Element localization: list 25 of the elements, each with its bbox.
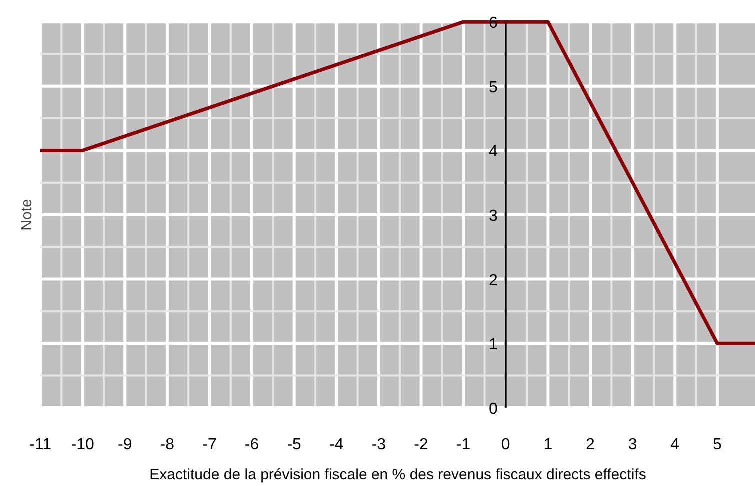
- x-tick-label: -3: [372, 436, 386, 454]
- y-axis-title: Note: [18, 199, 36, 231]
- y-tick-label: 2: [488, 272, 498, 290]
- x-tick-label: -5: [287, 436, 302, 454]
- y-tick-label: 0: [488, 400, 498, 418]
- x-tick-label: -8: [160, 436, 175, 454]
- x-tick-label: 0: [501, 436, 510, 454]
- x-tick-label: -1: [456, 436, 471, 454]
- x-tick-label: 2: [586, 436, 596, 454]
- x-tick-label: -2: [414, 436, 428, 454]
- x-tick-label: 1: [544, 436, 553, 454]
- x-tick-label: 3: [628, 436, 638, 454]
- x-axis-title: Exactitude de la prévision fiscale en % des revenus fiscaux directs effectifs: [150, 466, 646, 484]
- y-tick-label: 5: [488, 79, 498, 96]
- x-tick-label: -11: [30, 436, 52, 454]
- x-tick-label: 4: [670, 436, 680, 454]
- x-tick-label: -10: [71, 436, 94, 454]
- y-tick-label: 4: [488, 144, 498, 161]
- x-tick-label: -4: [330, 436, 344, 454]
- y-tick-label: 3: [488, 208, 498, 225]
- x-tick-label: -6: [244, 436, 260, 454]
- x-tick-label: -9: [118, 436, 132, 454]
- x-tick-label: 5: [712, 436, 722, 454]
- x-tick-label: -7: [202, 436, 217, 454]
- y-tick-label: 1: [488, 336, 498, 354]
